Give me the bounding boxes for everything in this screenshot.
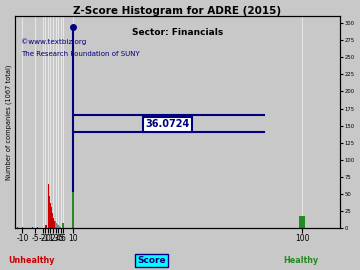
Text: Score: Score (137, 256, 166, 265)
Bar (59, 226, 60, 228)
Bar (56, 223, 57, 228)
Bar (54, 221, 55, 228)
Bar (45, 225, 46, 228)
Bar (300, 216, 305, 228)
Bar (51, 209, 52, 228)
Bar (72, 191, 74, 228)
Bar (49, 196, 50, 228)
Text: ©www.textbiz.org: ©www.textbiz.org (21, 39, 87, 45)
Bar (32, 227, 33, 228)
Text: The Research Foundation of SUNY: The Research Foundation of SUNY (21, 51, 140, 57)
Bar (54, 221, 55, 228)
Bar (57, 224, 58, 228)
Bar (58, 225, 59, 228)
Title: Z-Score Histogram for ADRE (2015): Z-Score Histogram for ADRE (2015) (73, 6, 282, 16)
Bar (22, 227, 23, 228)
Bar (56, 223, 57, 228)
Text: Sector: Financials: Sector: Financials (132, 28, 223, 37)
Bar (48, 184, 49, 228)
Bar (42, 226, 43, 228)
Bar (52, 213, 53, 228)
Bar (62, 223, 64, 228)
Bar (17, 227, 18, 228)
Bar (50, 203, 51, 228)
Bar (53, 218, 54, 228)
Text: 36.0724: 36.0724 (145, 119, 189, 129)
Text: Healthy: Healthy (283, 256, 319, 265)
Text: Unhealthy: Unhealthy (8, 256, 54, 265)
Bar (55, 222, 56, 228)
Bar (46, 225, 47, 228)
Bar (37, 227, 38, 228)
Y-axis label: Number of companies (1067 total): Number of companies (1067 total) (5, 65, 12, 180)
